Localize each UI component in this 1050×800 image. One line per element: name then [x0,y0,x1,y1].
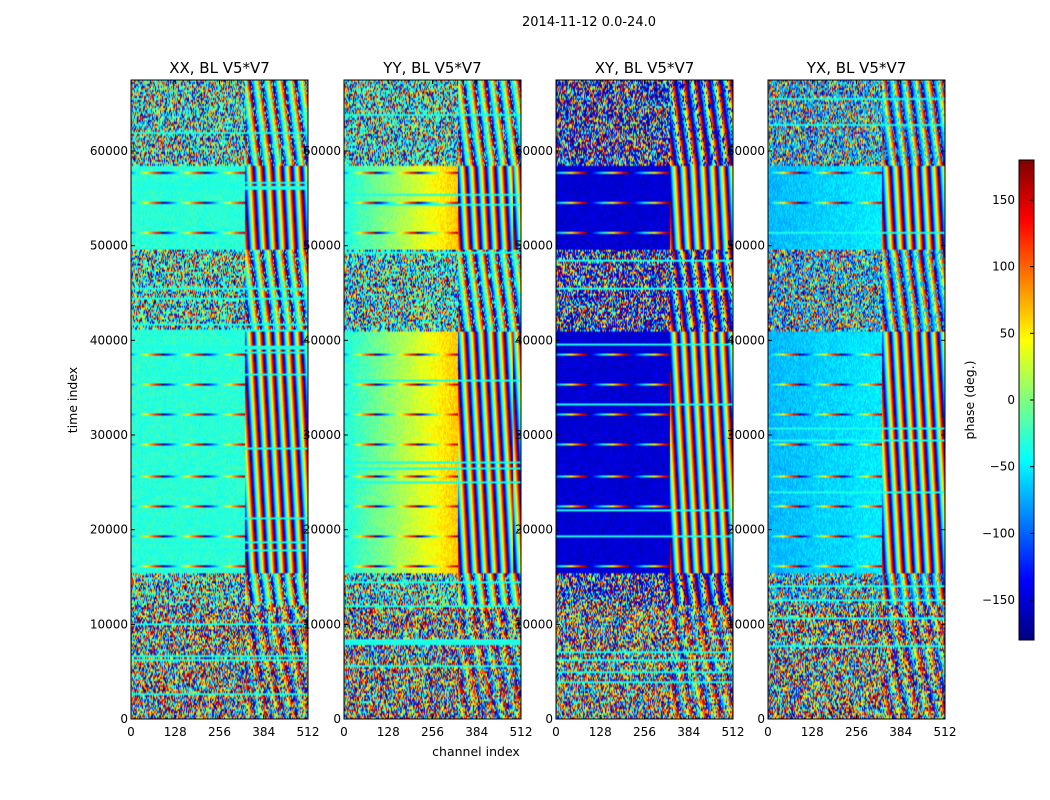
y-tick-label: 50000 [303,239,341,253]
x-tick-label: 256 [421,725,444,739]
x-tick-label: 256 [633,725,656,739]
colorbar-tick-label: −50 [990,460,1015,474]
x-tick-label: 128 [377,725,400,739]
y-tick-label: 30000 [90,428,128,442]
x-tick-label: 512 [934,725,957,739]
panel-title: YY, BL V5*V7 [382,59,481,77]
heatmap-image [344,80,521,719]
x-tick-label: 0 [552,725,560,739]
y-tick-label: 30000 [515,428,553,442]
colorbar-tick-label: 0 [1007,393,1015,407]
y-tick-label: 0 [757,712,765,726]
x-tick-label: 384 [465,725,488,739]
x-tick-label: 384 [252,725,275,739]
y-tick-label: 60000 [727,144,765,158]
y-tick-label: 20000 [727,523,765,537]
x-tick-label: 512 [297,725,320,739]
y-tick-label: 30000 [303,428,341,442]
colorbar-tick-label: 150 [992,193,1015,207]
x-tick-label: 384 [889,725,912,739]
panel-title: XX, BL V5*V7 [169,59,270,77]
x-tick-label: 256 [845,725,868,739]
panel-1: XX, BL V5*V7 0 128 256 384 512 0 10000 20000 3000… [90,59,320,739]
y-tick-label: 50000 [727,239,765,253]
x-tick-label: 128 [164,725,187,739]
y-tick-label: 30000 [727,428,765,442]
x-axis-label: channel index [432,744,520,759]
figure-suptitle: 2014-11-12 0.0-24.0 [522,15,656,30]
colorbar-tick-label: −100 [982,526,1015,540]
colorbar-tick-label: 50 [1000,326,1015,340]
y-tick-label: 0 [545,712,553,726]
y-tick-label: 40000 [90,333,128,347]
plot-layer: XX, BL V5*V7 0 128 256 384 512 0 10000 20000 3000… [90,59,957,739]
y-tick-label: 10000 [303,617,341,631]
y-axis-label: time index [65,367,80,433]
x-tick-label: 0 [764,725,772,739]
x-tick-label: 128 [589,725,612,739]
y-tick-label: 20000 [303,523,341,537]
x-tick-label: 512 [722,725,745,739]
colorbar-label: phase (deg.) [962,361,977,440]
y-tick-label: 10000 [90,617,128,631]
colorbar: 150 100 50 0 −50 −100 −150 [982,159,1035,641]
heatmap-image [131,80,308,719]
y-tick-label: 0 [333,712,341,726]
x-tick-label: 0 [340,725,348,739]
y-tick-label: 60000 [90,144,128,158]
colorbar-tick-label: 100 [992,260,1015,274]
x-tick-label: 256 [208,725,231,739]
x-tick-label: 128 [801,725,824,739]
y-tick-label: 40000 [515,333,553,347]
panel-title: YX, BL V5*V7 [806,59,907,77]
y-tick-label: 20000 [90,523,128,537]
heatmap-image [556,80,733,719]
panel-4: YX, BL V5*V7 0 128 256 384 512 0 10000 20000 3000… [727,59,957,739]
y-tick-label: 40000 [303,333,341,347]
y-tick-label: 40000 [727,333,765,347]
colorbar-tick-label: −150 [982,593,1015,607]
y-tick-label: 10000 [515,617,553,631]
y-tick-label: 50000 [515,239,553,253]
panel-2: YY, BL V5*V7 0 128 256 384 512 0 10000 20000 3000… [303,59,533,739]
heatmap-image [768,80,945,719]
panel-3: XY, BL V5*V7 0 128 256 384 512 0 10000 20000 3000… [515,59,745,739]
y-tick-label: 60000 [515,144,553,158]
y-tick-label: 0 [120,712,128,726]
y-tick-label: 10000 [727,617,765,631]
y-tick-label: 20000 [515,523,553,537]
y-tick-label: 50000 [90,239,128,253]
x-tick-label: 512 [510,725,533,739]
panel-title: XY, BL V5*V7 [595,59,695,77]
x-tick-label: 0 [127,725,135,739]
x-tick-label: 384 [677,725,700,739]
y-tick-label: 60000 [303,144,341,158]
